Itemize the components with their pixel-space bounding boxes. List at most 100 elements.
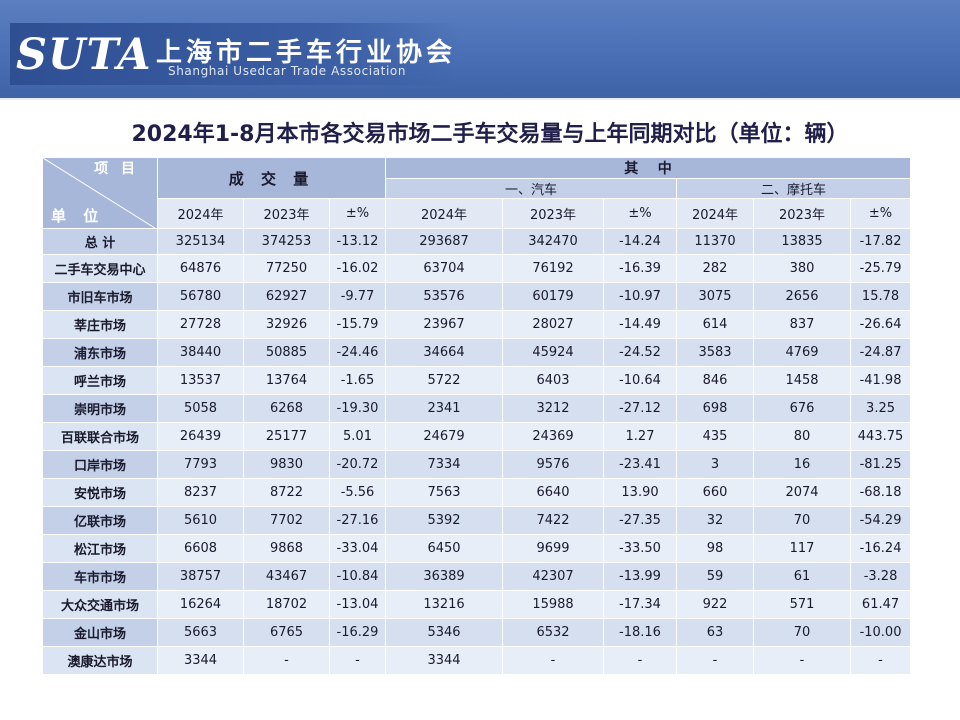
table-cell: -17.82 bbox=[850, 228, 912, 255]
col-moto-2024: 2024年 bbox=[676, 198, 755, 229]
table-row: 二手车交易中心 64876 77250 -16.02 63704 76192 -16.39 2… bbox=[42, 254, 912, 283]
row-market-name: 浦东市场 bbox=[42, 338, 158, 367]
table-cell: 38757 bbox=[157, 562, 244, 591]
trade-volume-table: 项 目 单 位 成 交 量 其 中 一、汽车 二、摩托车 2024年 2023年… bbox=[42, 157, 912, 675]
table-row: 金山市场 5663 6765 -16.29 5346 6532 -18.16 63 70 -10.… bbox=[42, 618, 912, 647]
table-cell: 70 bbox=[753, 618, 852, 647]
table-cell: -33.50 bbox=[603, 534, 678, 563]
table-cell: 16 bbox=[753, 450, 852, 479]
table-cell: 6608 bbox=[157, 534, 244, 563]
table-cell: 435 bbox=[676, 422, 755, 451]
table-cell: 60179 bbox=[502, 282, 605, 311]
table-cell: 342470 bbox=[502, 228, 605, 255]
table-cell: 13537 bbox=[157, 366, 244, 395]
table-cell: -20.72 bbox=[328, 450, 387, 479]
table-cell: 11370 bbox=[676, 228, 755, 255]
table-cell: -27.35 bbox=[603, 506, 678, 535]
group-total-volume: 成 交 量 bbox=[156, 157, 387, 199]
table-cell: 36389 bbox=[385, 562, 504, 591]
table-cell: - bbox=[243, 646, 330, 675]
row-market-name: 车市市场 bbox=[42, 562, 158, 591]
table-cell: -9.77 bbox=[328, 282, 387, 311]
table-cell: 4769 bbox=[753, 338, 852, 367]
table-cell: -16.02 bbox=[328, 254, 387, 283]
table-cell: 80 bbox=[753, 422, 852, 451]
table-cell: 9699 bbox=[502, 534, 605, 563]
table-cell: -3.28 bbox=[850, 562, 912, 591]
table-cell: 5663 bbox=[157, 618, 244, 647]
table-cell: -10.84 bbox=[328, 562, 387, 591]
table-cell: 676 bbox=[753, 394, 852, 423]
table-cell: 3583 bbox=[676, 338, 755, 367]
table-cell: - bbox=[753, 646, 852, 675]
table-cell: 63704 bbox=[385, 254, 504, 283]
table-cell: 2341 bbox=[385, 394, 504, 423]
row-market-name: 市旧车市场 bbox=[42, 282, 158, 311]
org-name-cn: 上海市二手车行业协会 bbox=[156, 38, 457, 68]
table-cell: 2074 bbox=[753, 478, 852, 507]
table-cell: 6640 bbox=[502, 478, 605, 507]
table-cell: 76192 bbox=[502, 254, 605, 283]
table-cell: 63 bbox=[676, 618, 755, 647]
table-cell: - bbox=[676, 646, 755, 675]
table-cell: -33.04 bbox=[328, 534, 387, 563]
table-cell: 9830 bbox=[243, 450, 330, 479]
table-cell: 6532 bbox=[502, 618, 605, 647]
table-cell: 282 bbox=[676, 254, 755, 283]
table-cell: 3075 bbox=[676, 282, 755, 311]
table-cell: 25177 bbox=[243, 422, 330, 451]
table-cell: 6268 bbox=[243, 394, 330, 423]
table-cell: -13.04 bbox=[328, 590, 387, 619]
corner-diagonal bbox=[43, 158, 155, 228]
table-cell: 24679 bbox=[385, 422, 504, 451]
table-cell: 5610 bbox=[157, 506, 244, 535]
table-cell: 13.90 bbox=[603, 478, 678, 507]
table-cell: 59 bbox=[676, 562, 755, 591]
table-cell: -13.99 bbox=[603, 562, 678, 591]
table-cell: 3344 bbox=[385, 646, 504, 675]
table-row: 安悦市场 8237 8722 -5.56 7563 6640 13.90 660 2074 -68… bbox=[42, 478, 912, 507]
table-cell: 8237 bbox=[157, 478, 244, 507]
table-cell: -23.41 bbox=[603, 450, 678, 479]
row-market-name: 大众交通市场 bbox=[42, 590, 158, 619]
table-cell: -16.29 bbox=[328, 618, 387, 647]
suta-logo: SUTA bbox=[16, 30, 152, 80]
table-cell: -13.12 bbox=[328, 228, 387, 255]
table-cell: 374253 bbox=[243, 228, 330, 255]
table-cell: 922 bbox=[676, 590, 755, 619]
table-cell: 34664 bbox=[385, 338, 504, 367]
row-market-name: 二手车交易中心 bbox=[42, 254, 158, 283]
table-cell: 16264 bbox=[157, 590, 244, 619]
table-cell: -54.29 bbox=[850, 506, 912, 535]
table-cell: 53576 bbox=[385, 282, 504, 311]
table-cell: 56780 bbox=[157, 282, 244, 311]
table-cell: -16.39 bbox=[603, 254, 678, 283]
table-cell: -27.16 bbox=[328, 506, 387, 535]
table-row: 澳康达市场 3344- -3344- - - - - bbox=[42, 646, 912, 675]
subgroup-motorcycle: 二、摩托车 bbox=[676, 178, 912, 199]
table-row: 松江市场 6608 9868 -33.04 6450 9699 -33.50 98 117 -16… bbox=[42, 534, 912, 563]
table-cell: 45924 bbox=[502, 338, 605, 367]
table-cell: 26439 bbox=[157, 422, 244, 451]
row-market-name: 安悦市场 bbox=[42, 478, 158, 507]
table-cell: 443.75 bbox=[850, 422, 912, 451]
row-market-name: 崇明市场 bbox=[42, 394, 158, 423]
row-market-name: 澳康达市场 bbox=[42, 646, 158, 675]
table-cell: -14.24 bbox=[603, 228, 678, 255]
table-row: 亿联市场 5610 7702 -27.16 5392 7422 -27.35 32 70 -54.… bbox=[42, 506, 912, 535]
table-cell: - bbox=[603, 646, 678, 675]
table-cell: 38440 bbox=[157, 338, 244, 367]
col-total-2023: 2023年 bbox=[243, 198, 330, 229]
table-cell: 7563 bbox=[385, 478, 504, 507]
table-cell: 98 bbox=[676, 534, 755, 563]
table-cell: 1.27 bbox=[603, 422, 678, 451]
table-cell: 293687 bbox=[385, 228, 504, 255]
table-cell: 7702 bbox=[243, 506, 330, 535]
table-cell: -1.65 bbox=[328, 366, 387, 395]
table-cell: 660 bbox=[676, 478, 755, 507]
table-cell: -5.56 bbox=[328, 478, 387, 507]
table-cell: 42307 bbox=[502, 562, 605, 591]
table-cell: 50885 bbox=[243, 338, 330, 367]
table-cell: 837 bbox=[753, 310, 852, 339]
table-cell: - bbox=[502, 646, 605, 675]
